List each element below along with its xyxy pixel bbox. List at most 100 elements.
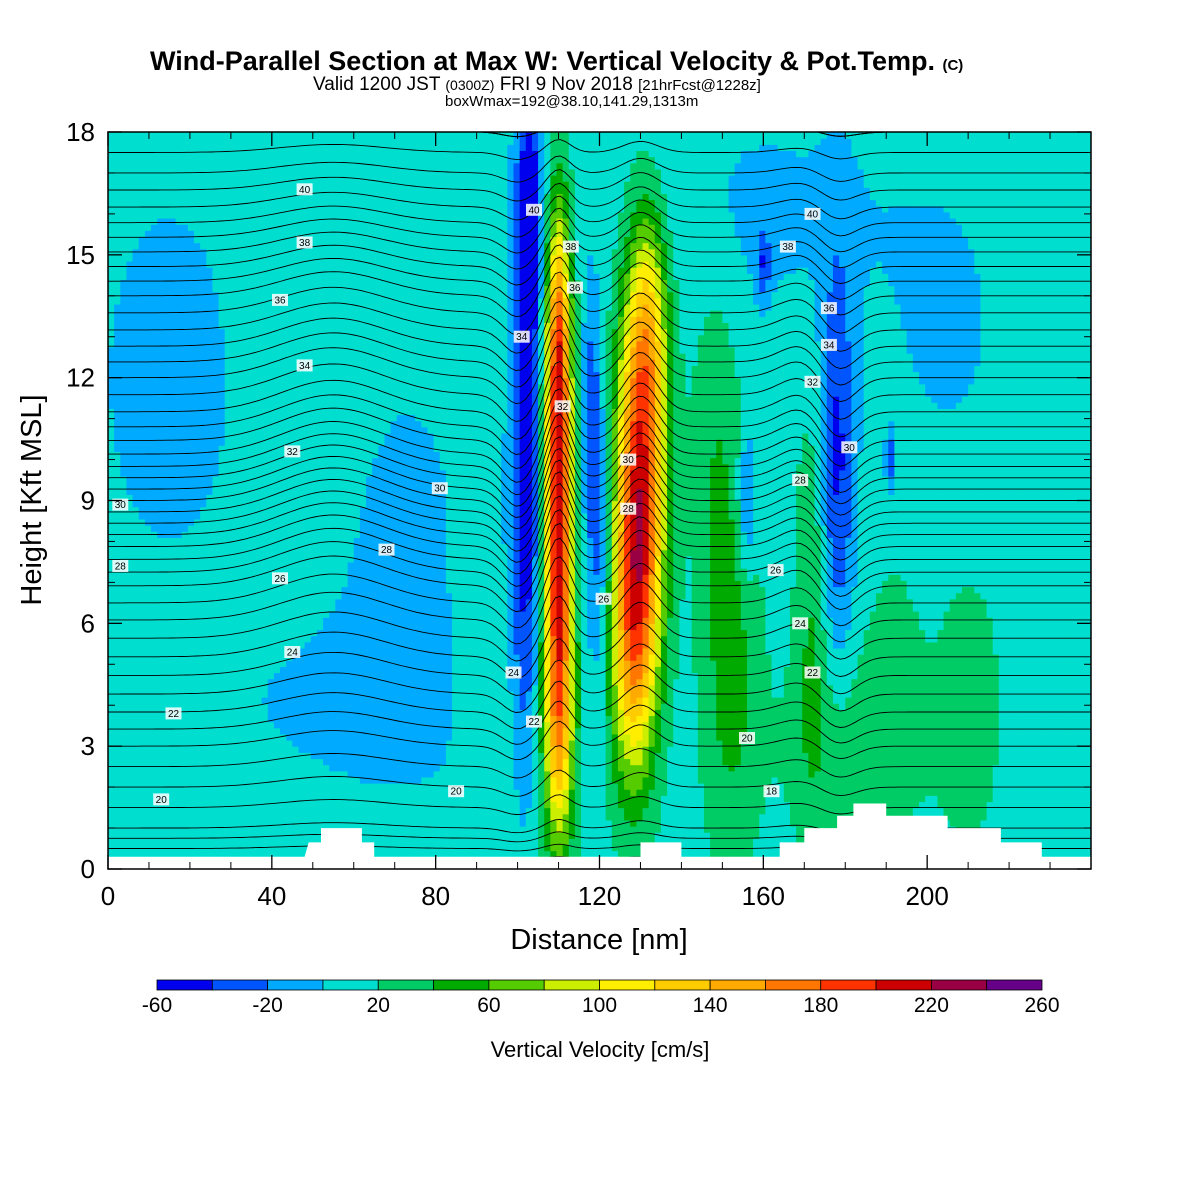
w-cell bbox=[163, 697, 171, 704]
w-cell bbox=[151, 764, 158, 772]
w-cell bbox=[402, 813, 410, 821]
w-cell bbox=[974, 697, 982, 704]
w-cell bbox=[531, 703, 539, 710]
w-cell bbox=[746, 832, 754, 839]
w-cell bbox=[1047, 709, 1055, 717]
w-cell bbox=[673, 758, 680, 766]
w-cell bbox=[679, 826, 687, 833]
w-cell bbox=[421, 819, 429, 827]
w-cell bbox=[206, 844, 214, 852]
w-cell bbox=[249, 697, 257, 704]
w-cell bbox=[310, 715, 318, 723]
w-cell bbox=[384, 721, 392, 729]
w-cell bbox=[1066, 709, 1074, 717]
w-cell bbox=[660, 813, 668, 821]
w-cell bbox=[691, 770, 699, 778]
w-cell bbox=[1011, 752, 1018, 760]
w-cell bbox=[372, 838, 379, 846]
w-cell bbox=[1072, 770, 1080, 778]
w-cell bbox=[734, 770, 742, 778]
w-cell bbox=[796, 678, 803, 686]
w-cell bbox=[544, 764, 551, 772]
w-cell bbox=[802, 758, 809, 766]
w-cell bbox=[433, 752, 441, 760]
w-cell bbox=[814, 813, 822, 821]
w-cell bbox=[409, 740, 416, 747]
w-cell bbox=[599, 752, 607, 760]
w-cell bbox=[439, 752, 447, 760]
w-cell bbox=[783, 807, 791, 815]
w-cell bbox=[304, 838, 312, 846]
w-cell bbox=[753, 721, 760, 729]
w-cell bbox=[249, 770, 257, 778]
w-cell bbox=[108, 770, 115, 778]
w-cell bbox=[667, 678, 674, 686]
w-cell bbox=[710, 715, 717, 723]
w-cell bbox=[495, 838, 502, 846]
w-cell bbox=[685, 813, 693, 821]
w-cell bbox=[1041, 684, 1049, 692]
w-cell bbox=[1011, 715, 1018, 723]
w-cell bbox=[237, 690, 244, 698]
w-cell bbox=[556, 740, 564, 747]
w-cell bbox=[286, 801, 293, 809]
w-cell bbox=[630, 727, 637, 735]
w-cell bbox=[144, 709, 152, 717]
w-cell bbox=[654, 770, 662, 778]
w-cell bbox=[464, 813, 472, 821]
w-cell bbox=[470, 783, 478, 790]
w-cell bbox=[507, 813, 515, 821]
w-cell bbox=[464, 764, 472, 772]
w-cell bbox=[1060, 764, 1068, 772]
w-cell bbox=[624, 807, 631, 815]
w-cell bbox=[169, 672, 177, 680]
w-cell bbox=[249, 795, 257, 803]
w-cell bbox=[421, 813, 429, 821]
w-cell bbox=[316, 733, 324, 741]
w-cell bbox=[1072, 709, 1080, 717]
w-cell bbox=[777, 709, 785, 717]
w-cell bbox=[175, 721, 183, 729]
w-cell bbox=[703, 715, 711, 723]
w-cell bbox=[237, 752, 244, 760]
w-cell bbox=[353, 727, 361, 735]
w-cell bbox=[114, 801, 121, 809]
w-cell bbox=[329, 690, 336, 698]
w-cell bbox=[261, 807, 269, 815]
w-cell bbox=[673, 721, 680, 729]
w-cell bbox=[495, 826, 502, 833]
w-cell bbox=[1066, 764, 1074, 772]
w-cell bbox=[273, 752, 281, 760]
w-cell bbox=[359, 703, 367, 710]
w-cell bbox=[402, 807, 410, 815]
w-cell bbox=[1066, 697, 1074, 704]
w-cell bbox=[224, 715, 232, 723]
w-cell bbox=[882, 789, 889, 796]
w-cell bbox=[181, 727, 189, 735]
w-cell bbox=[1011, 703, 1018, 710]
w-cell bbox=[372, 850, 379, 858]
w-cell bbox=[679, 733, 687, 741]
w-cell bbox=[998, 721, 1006, 729]
w-cell bbox=[501, 678, 508, 686]
w-cell bbox=[968, 733, 975, 741]
w-cell bbox=[249, 672, 257, 680]
w-cell bbox=[126, 764, 134, 772]
w-cell bbox=[925, 752, 932, 760]
w-cell bbox=[808, 733, 816, 741]
w-cell bbox=[789, 746, 797, 753]
w-cell bbox=[710, 838, 717, 846]
w-cell bbox=[507, 795, 515, 803]
w-cell bbox=[525, 819, 533, 827]
w-cell bbox=[169, 678, 177, 686]
w-cell bbox=[1035, 715, 1043, 723]
w-cell bbox=[200, 746, 207, 753]
w-cell bbox=[464, 807, 472, 815]
w-cell bbox=[1004, 819, 1012, 827]
w-cell bbox=[845, 709, 852, 717]
w-cell bbox=[335, 789, 343, 796]
w-cell bbox=[642, 697, 650, 704]
w-cell bbox=[1017, 758, 1025, 766]
w-cell bbox=[685, 826, 693, 833]
w-cell bbox=[624, 727, 631, 735]
